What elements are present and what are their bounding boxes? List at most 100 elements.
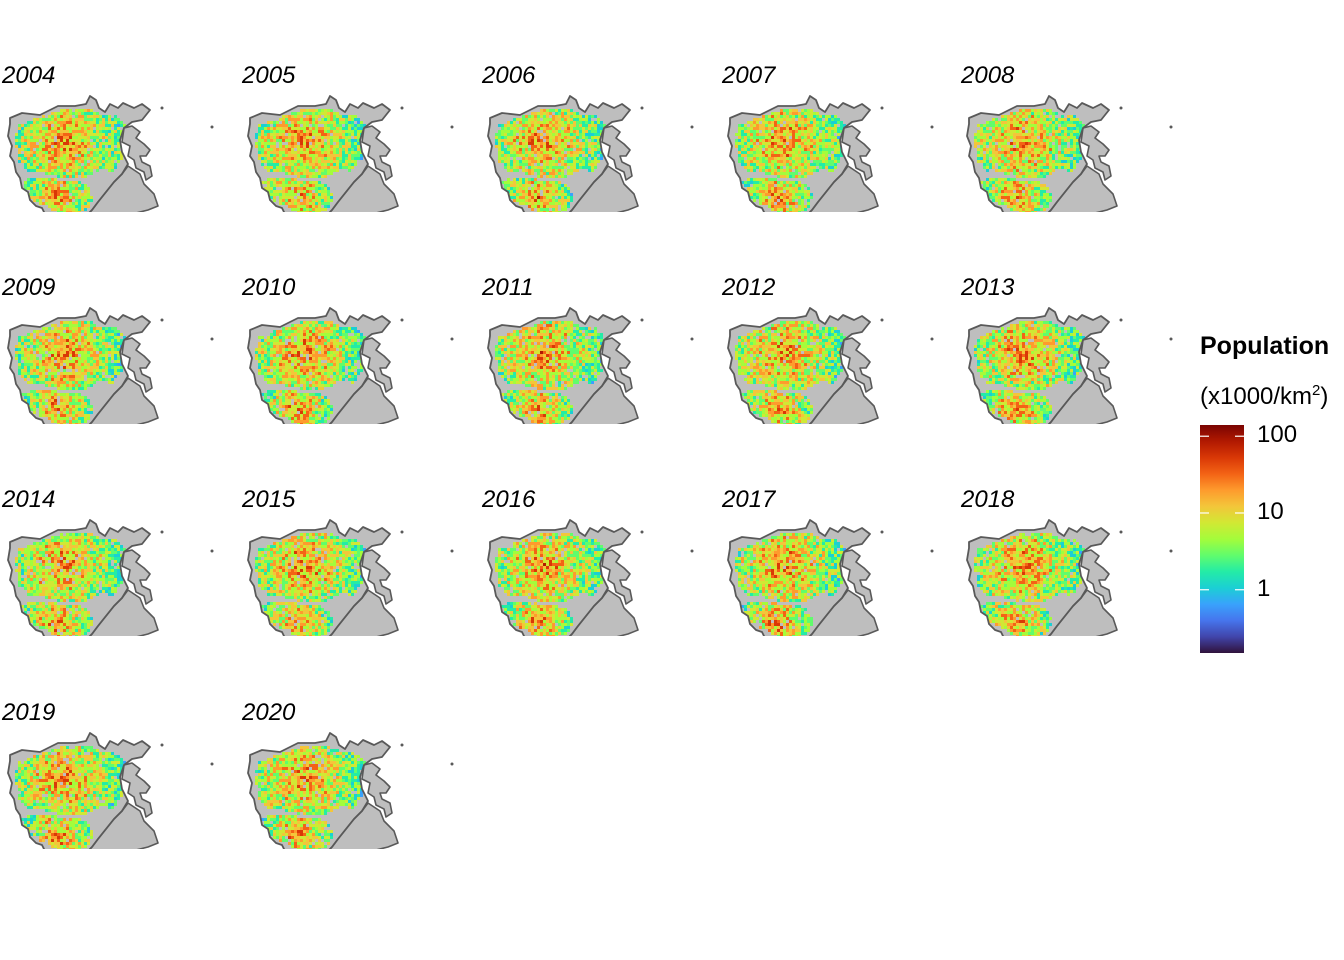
density-cell — [1037, 166, 1040, 169]
density-cell — [24, 187, 27, 190]
density-cell — [804, 184, 807, 187]
density-cell — [1046, 112, 1049, 115]
density-cell — [986, 142, 989, 145]
density-cell — [324, 124, 327, 127]
density-cell — [822, 142, 825, 145]
density-cell — [333, 121, 336, 124]
density-cell — [582, 148, 585, 151]
density-cell — [81, 145, 84, 148]
density-cell — [48, 184, 51, 187]
density-cell — [312, 172, 315, 175]
density-cell — [93, 133, 96, 136]
density-cell — [834, 166, 837, 169]
density-cell — [279, 136, 282, 139]
density-cell — [66, 118, 69, 121]
density-cell — [804, 130, 807, 133]
density-cell — [768, 136, 771, 139]
density-cell — [1025, 205, 1028, 208]
density-cell — [1022, 139, 1025, 142]
density-cell — [303, 109, 306, 112]
density-cell — [27, 157, 30, 160]
density-cell — [801, 184, 804, 187]
density-cell — [78, 157, 81, 160]
density-cell — [771, 115, 774, 118]
density-cell — [351, 124, 354, 127]
density-cell — [768, 202, 771, 205]
density-cell — [989, 121, 992, 124]
density-cell — [765, 130, 768, 133]
density-cell — [330, 130, 333, 133]
density-cell — [753, 157, 756, 160]
density-cell — [36, 139, 39, 142]
density-cell — [1016, 133, 1019, 136]
density-cell — [747, 139, 750, 142]
density-cell — [1070, 121, 1073, 124]
density-cell — [1052, 112, 1055, 115]
density-cell — [276, 139, 279, 142]
density-cell — [336, 115, 339, 118]
density-cell — [291, 118, 294, 121]
density-cell — [747, 187, 750, 190]
density-cell — [1046, 157, 1049, 160]
density-cell — [525, 142, 528, 145]
density-cell — [105, 133, 108, 136]
density-cell — [30, 184, 33, 187]
density-cell — [51, 127, 54, 130]
density-cell — [510, 184, 513, 187]
density-cell — [42, 193, 45, 196]
density-cell — [1046, 166, 1049, 169]
density-cell — [36, 166, 39, 169]
density-cell — [36, 154, 39, 157]
density-cell — [777, 190, 780, 193]
density-cell — [783, 133, 786, 136]
density-cell — [84, 151, 87, 154]
density-cell — [42, 121, 45, 124]
density-cell — [51, 148, 54, 151]
density-cell — [528, 184, 531, 187]
density-cell — [1019, 148, 1022, 151]
density-cell — [81, 112, 84, 115]
density-cell — [30, 169, 33, 172]
density-cell — [1001, 190, 1004, 193]
density-cell — [342, 166, 345, 169]
density-cell — [1001, 166, 1004, 169]
density-cell — [315, 151, 318, 154]
density-cell — [21, 148, 24, 151]
density-cell — [333, 124, 336, 127]
density-cell — [555, 139, 558, 142]
density-cell — [510, 121, 513, 124]
density-cell — [1052, 124, 1055, 127]
density-cell — [1067, 136, 1070, 139]
density-cell — [66, 166, 69, 169]
density-cell — [1007, 127, 1010, 130]
density-cell — [1013, 205, 1016, 208]
density-cell — [270, 142, 273, 145]
density-cell — [501, 130, 504, 133]
density-cell — [1040, 166, 1043, 169]
density-cell — [321, 130, 324, 133]
density-cell — [1034, 133, 1037, 136]
density-cell — [288, 196, 291, 199]
density-cell — [771, 112, 774, 115]
density-cell — [504, 130, 507, 133]
density-cell — [567, 190, 570, 193]
population-density-map — [247, 95, 454, 212]
density-cell — [297, 181, 300, 184]
density-cell — [1079, 121, 1082, 124]
density-cell — [765, 202, 768, 205]
density-cell — [753, 127, 756, 130]
density-cell — [498, 133, 501, 136]
density-cell — [980, 157, 983, 160]
density-cell — [57, 211, 60, 212]
density-cell — [786, 112, 789, 115]
density-cell — [27, 124, 30, 127]
density-cell — [279, 151, 282, 154]
density-cell — [303, 184, 306, 187]
density-cell — [1034, 154, 1037, 157]
density-cell — [501, 154, 504, 157]
density-cell — [309, 130, 312, 133]
density-cell — [342, 121, 345, 124]
density-cell — [351, 139, 354, 142]
density-cell — [342, 139, 345, 142]
density-cell — [765, 163, 768, 166]
